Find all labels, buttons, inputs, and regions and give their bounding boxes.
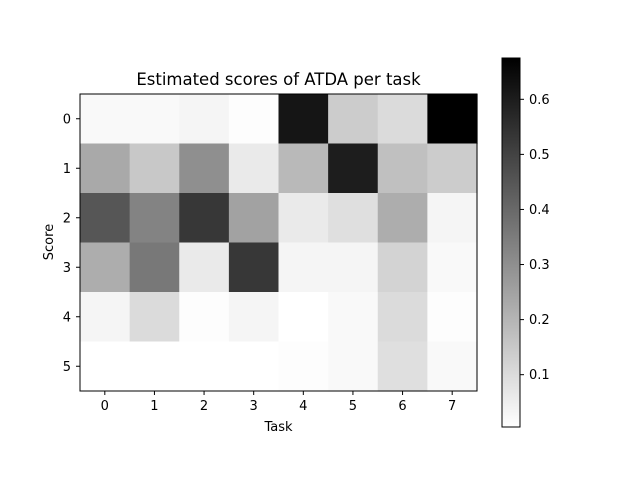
x-tick-label: 2 xyxy=(200,399,208,414)
x-tick-label: 4 xyxy=(299,399,307,414)
heatmap-cell xyxy=(427,341,478,392)
heatmap-cell xyxy=(129,341,180,392)
heatmap-cell xyxy=(80,193,131,244)
heatmap-cell xyxy=(228,242,280,293)
heatmap-cell xyxy=(129,94,180,145)
heatmap-cell xyxy=(427,94,478,145)
heatmap-cell xyxy=(129,242,180,293)
heatmap-cell xyxy=(278,341,329,392)
heatmap-cell xyxy=(328,94,379,145)
heatmap-cells xyxy=(80,94,478,392)
heatmap-cell xyxy=(80,341,131,392)
heatmap-cell xyxy=(278,193,329,244)
heatmap-cell xyxy=(129,292,180,343)
heatmap-cell xyxy=(377,242,428,293)
x-tick-label: 6 xyxy=(398,399,406,414)
heatmap-cell xyxy=(377,341,428,392)
y-tick-label: 1 xyxy=(63,162,71,177)
y-tick-label: 5 xyxy=(63,360,71,375)
heatmap-cell xyxy=(377,94,428,145)
colorbar-tick-label: 0.3 xyxy=(529,258,550,273)
heatmap-cell xyxy=(278,94,329,145)
x-tick-label: 7 xyxy=(448,399,456,414)
heatmap-cell xyxy=(328,143,379,194)
heatmap-cell xyxy=(328,341,379,392)
heatmap-cell xyxy=(278,242,329,293)
heatmap-cell xyxy=(179,193,230,244)
x-tick-label: 0 xyxy=(101,399,109,414)
chart-title: Estimated scores of ATDA per task xyxy=(136,70,421,89)
heatmap-cell xyxy=(377,292,428,343)
heatmap-cell xyxy=(80,94,131,145)
heatmap-cell xyxy=(427,292,478,343)
y-tick-label: 0 xyxy=(63,112,71,127)
heatmap-cell xyxy=(427,242,478,293)
heatmap-cell xyxy=(278,292,329,343)
x-axis-ticks: 0 1 2 3 4 5 6 7 xyxy=(101,391,456,414)
colorbar-tick-label: 0.5 xyxy=(529,148,550,163)
heatmap-cell xyxy=(427,193,478,244)
colorbar-tick-label: 0.4 xyxy=(529,203,550,218)
heatmap-cell xyxy=(179,94,230,145)
y-tick-label: 2 xyxy=(63,211,71,226)
heatmap-cell xyxy=(228,341,280,392)
heatmap-cell xyxy=(129,143,180,194)
heatmap-cell xyxy=(179,143,230,194)
heatmap-cell xyxy=(228,292,280,343)
colorbar-tick-label: 0.6 xyxy=(529,93,550,108)
heatmap-cell xyxy=(129,193,180,244)
heatmap-cell xyxy=(179,341,230,392)
colorbar xyxy=(501,57,521,428)
y-tick-label: 3 xyxy=(63,261,71,276)
heatmap-cell xyxy=(278,143,329,194)
heatmap-cell xyxy=(80,292,131,343)
colorbar-ticks: 0.1 0.2 0.3 0.4 0.5 0.6 xyxy=(520,93,550,383)
heatmap-cell xyxy=(377,143,428,194)
heatmap-cell xyxy=(80,242,131,293)
y-axis-ticks: 0 1 2 3 4 5 xyxy=(63,112,80,375)
heatmap-cell xyxy=(80,143,131,194)
heatmap-cell xyxy=(179,292,230,343)
heatmap-cell xyxy=(328,193,379,244)
y-axis-label: Score xyxy=(42,224,57,260)
x-tick-label: 1 xyxy=(150,399,158,414)
colorbar-tick-label: 0.1 xyxy=(529,368,550,383)
x-tick-label: 5 xyxy=(349,399,357,414)
y-tick-label: 4 xyxy=(63,310,71,325)
heatmap-cell xyxy=(228,94,280,145)
heatmap-cell xyxy=(228,193,280,244)
colorbar-tick-label: 0.2 xyxy=(529,313,550,328)
heatmap-cell xyxy=(377,193,428,244)
x-tick-label: 3 xyxy=(250,399,258,414)
heatmap-cell xyxy=(228,143,280,194)
plot-frame xyxy=(79,93,478,392)
heatmap-cell xyxy=(179,242,230,293)
heatmap-cell xyxy=(328,242,379,293)
x-axis-label: Task xyxy=(263,420,293,435)
heatmap-cell xyxy=(328,292,379,343)
heatmap-cell xyxy=(427,143,478,194)
